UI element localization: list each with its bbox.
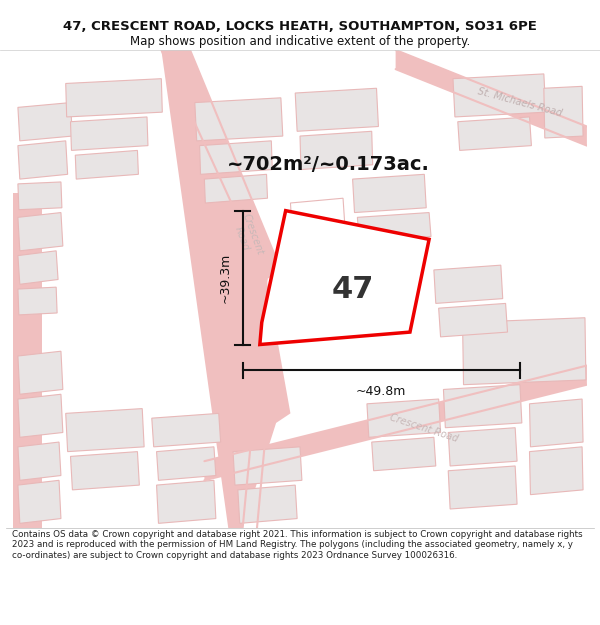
Polygon shape bbox=[544, 86, 583, 138]
Polygon shape bbox=[157, 447, 216, 480]
Polygon shape bbox=[458, 117, 532, 151]
Polygon shape bbox=[439, 303, 508, 337]
Polygon shape bbox=[448, 466, 517, 509]
Text: ~49.8m: ~49.8m bbox=[356, 385, 406, 398]
Polygon shape bbox=[300, 131, 373, 169]
Polygon shape bbox=[18, 102, 73, 141]
Polygon shape bbox=[530, 399, 583, 447]
Polygon shape bbox=[205, 366, 587, 480]
Polygon shape bbox=[367, 399, 440, 437]
Polygon shape bbox=[13, 194, 42, 528]
Polygon shape bbox=[353, 174, 426, 213]
Text: 47, CRESCENT ROAD, LOCKS HEATH, SOUTHAMPTON, SO31 6PE: 47, CRESCENT ROAD, LOCKS HEATH, SOUTHAMP… bbox=[63, 20, 537, 32]
Polygon shape bbox=[530, 447, 583, 494]
Polygon shape bbox=[233, 447, 302, 485]
Polygon shape bbox=[18, 251, 58, 284]
Polygon shape bbox=[18, 182, 62, 210]
Polygon shape bbox=[358, 213, 431, 241]
Polygon shape bbox=[453, 74, 546, 117]
Polygon shape bbox=[18, 351, 63, 394]
Polygon shape bbox=[75, 151, 139, 179]
Polygon shape bbox=[463, 318, 586, 384]
Polygon shape bbox=[305, 232, 359, 261]
Polygon shape bbox=[260, 211, 429, 344]
Polygon shape bbox=[290, 198, 345, 232]
Polygon shape bbox=[157, 480, 216, 523]
Polygon shape bbox=[66, 79, 162, 117]
Polygon shape bbox=[372, 438, 436, 471]
Polygon shape bbox=[18, 287, 57, 315]
Polygon shape bbox=[395, 50, 587, 146]
Polygon shape bbox=[200, 141, 272, 174]
Polygon shape bbox=[18, 394, 63, 438]
Polygon shape bbox=[205, 174, 268, 203]
Polygon shape bbox=[18, 442, 61, 480]
Polygon shape bbox=[152, 413, 221, 447]
Polygon shape bbox=[70, 452, 139, 490]
Polygon shape bbox=[443, 384, 522, 428]
Text: Contains OS data © Crown copyright and database right 2021. This information is : Contains OS data © Crown copyright and d… bbox=[12, 530, 583, 560]
Polygon shape bbox=[238, 485, 297, 523]
Text: ~702m²/~0.173ac.: ~702m²/~0.173ac. bbox=[227, 155, 430, 174]
Text: 47: 47 bbox=[331, 274, 374, 304]
Polygon shape bbox=[18, 480, 61, 523]
Polygon shape bbox=[161, 50, 290, 528]
Polygon shape bbox=[448, 428, 517, 466]
Polygon shape bbox=[18, 141, 68, 179]
Polygon shape bbox=[70, 117, 148, 151]
Polygon shape bbox=[195, 98, 283, 141]
Text: Crescent
Road: Crescent Road bbox=[230, 213, 265, 261]
Polygon shape bbox=[295, 294, 355, 328]
Text: Map shows position and indicative extent of the property.: Map shows position and indicative extent… bbox=[130, 35, 470, 48]
Polygon shape bbox=[434, 265, 503, 303]
Text: St. Michaels Road: St. Michaels Road bbox=[476, 86, 563, 119]
Text: ~39.3m: ~39.3m bbox=[219, 253, 232, 302]
Polygon shape bbox=[18, 213, 63, 251]
Polygon shape bbox=[295, 88, 379, 131]
Text: Crescent Road: Crescent Road bbox=[389, 412, 460, 444]
Polygon shape bbox=[290, 256, 359, 294]
Polygon shape bbox=[66, 409, 144, 452]
